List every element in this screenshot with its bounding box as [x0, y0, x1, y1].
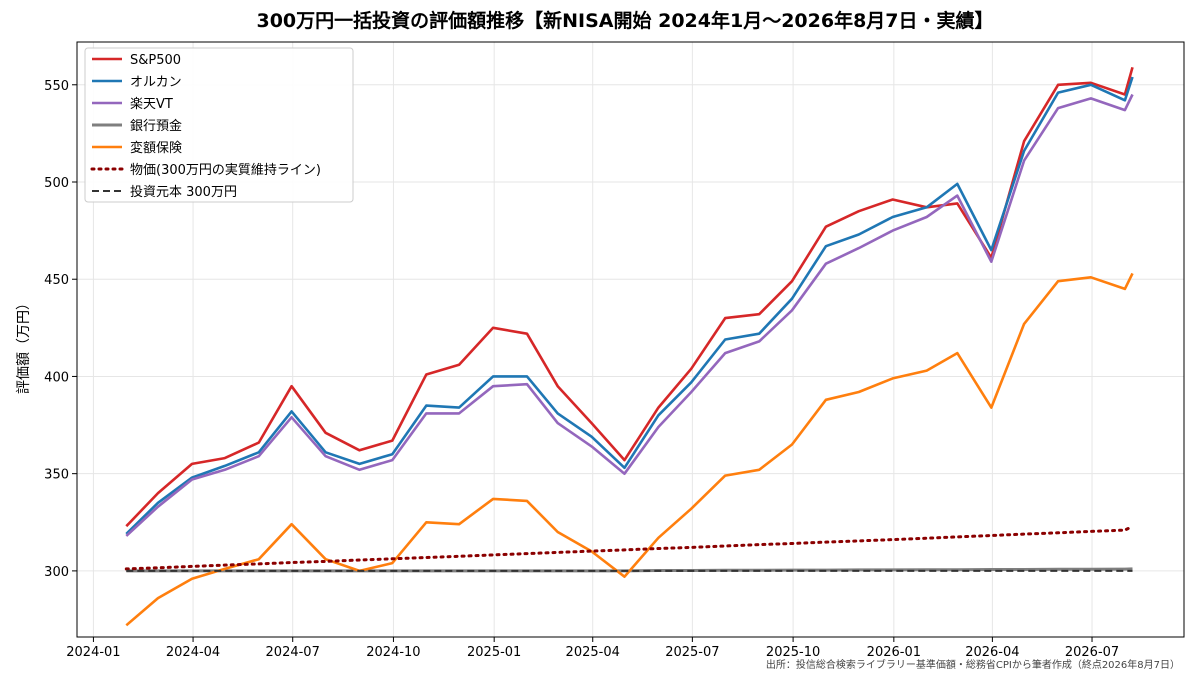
x-tick-label: 2025-10	[766, 645, 820, 660]
y-tick-label: 450	[44, 273, 69, 288]
x-tick-label: 2024-01	[66, 645, 120, 660]
chart-title: 300万円一括投資の評価額推移【新NISA開始 2024年1月〜2026年8月7…	[256, 9, 993, 32]
y-tick-label: 550	[44, 79, 69, 94]
legend-label: 投資元本 300万円	[130, 184, 237, 200]
plot-frame	[76, 41, 1185, 638]
y-tick-label: 300	[44, 565, 69, 580]
series-line	[125, 272, 1134, 627]
x-tick-label: 2026-01	[867, 645, 921, 660]
series-group	[124, 66, 1134, 627]
y-tick-label: 500	[44, 176, 69, 191]
legend-label: S&P500	[130, 53, 181, 68]
legend-label: 物価(300万円の実質維持ライン)	[130, 162, 321, 178]
legend-label: オルカン	[130, 75, 182, 90]
x-tick-label: 2024-10	[366, 645, 420, 660]
y-axis: 300 350 400 450 500 550	[44, 79, 77, 580]
y-tick-label: 400	[44, 370, 69, 385]
x-tick-label: 2024-07	[266, 645, 320, 660]
y-axis-label: 評価額（万円）	[16, 296, 32, 394]
y-tick-label: 350	[44, 468, 69, 483]
x-tick-label: 2026-07	[1065, 645, 1119, 660]
x-tick-label: 2025-01	[467, 645, 521, 660]
series-line	[125, 93, 1134, 537]
legend-label: 楽天VT	[130, 96, 173, 112]
legend-label: 変額保険	[130, 140, 182, 156]
legend-box	[84, 47, 354, 203]
x-tick-label: 2024-04	[166, 645, 220, 660]
series-line	[125, 76, 1134, 535]
x-tick-label: 2026-04	[965, 645, 1019, 660]
x-axis: 2024-01 2024-04 2024-07 2024-10 2025-01 2025-…	[66, 637, 1119, 660]
series-line	[124, 524, 1134, 571]
source-note: 出所：投信総合検索ライブラリー基準価額・総務省CPIから筆者作成（終点2026年…	[766, 658, 1180, 671]
legend-label: 銀行預金	[130, 118, 182, 134]
x-tick-label: 2025-04	[566, 645, 620, 660]
x-tick-label: 2025-07	[665, 645, 719, 660]
